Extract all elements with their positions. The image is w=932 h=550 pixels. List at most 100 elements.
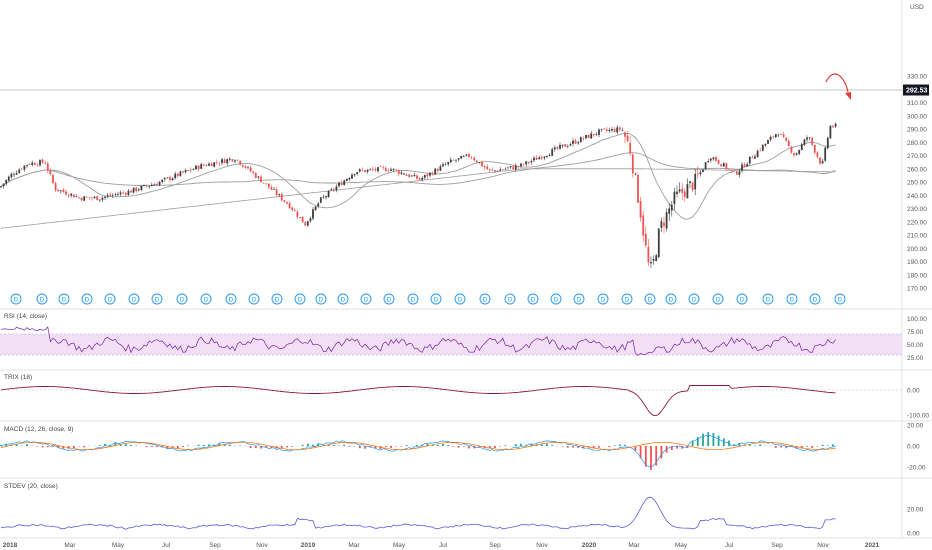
time-axis-label: May xyxy=(393,542,406,549)
dividend-marker-icon xyxy=(736,293,748,305)
rsi-tick-label: 75.00 xyxy=(907,329,924,336)
candle-body xyxy=(254,172,257,178)
time-axis-label: 2019 xyxy=(301,542,316,549)
candle-body xyxy=(663,222,665,227)
dividend-marker-icon xyxy=(294,293,306,305)
candle-body xyxy=(340,182,343,185)
trix-tick-label: 0.00 xyxy=(907,388,920,395)
macd-histogram-bar xyxy=(301,444,304,447)
dividend-marker-label: D xyxy=(838,298,843,304)
macd-histogram-bar xyxy=(405,445,408,447)
macd-histogram-bar xyxy=(566,446,569,448)
macd-histogram-bar xyxy=(150,446,153,447)
candle-body xyxy=(49,170,52,175)
candle-body xyxy=(78,197,80,198)
rsi-tick-label: 25.00 xyxy=(907,355,924,362)
candle-body xyxy=(548,154,551,157)
candle-body xyxy=(457,158,460,160)
macd-histogram-bar xyxy=(52,446,54,447)
dividend-marker-label: D xyxy=(531,298,536,304)
candle-body xyxy=(364,170,366,172)
candle-body xyxy=(158,181,161,186)
candle-body xyxy=(728,168,730,170)
candle-body xyxy=(769,136,772,140)
macd-histogram-bar xyxy=(504,445,507,447)
candle-body xyxy=(517,166,520,167)
candle-body xyxy=(652,259,655,261)
candle-body xyxy=(533,157,535,161)
candle-body xyxy=(403,173,405,175)
candle-body xyxy=(215,161,218,163)
candle-body xyxy=(278,194,281,196)
price-tick-label: 300.00 xyxy=(907,113,927,120)
candle-body xyxy=(54,183,57,191)
candle-body xyxy=(384,168,387,172)
stdev-tick-label: 0.00 xyxy=(907,531,920,538)
candle-body xyxy=(603,128,606,130)
dividend-marker-label: D xyxy=(341,298,346,304)
macd-histogram-bar xyxy=(462,446,465,447)
dividend-marker-icon xyxy=(504,293,516,305)
macd-tick-label: -20.00 xyxy=(907,465,926,472)
macd-histogram-bar xyxy=(171,446,174,448)
candle-body xyxy=(366,169,369,172)
macd-histogram-bar xyxy=(5,443,8,447)
macd-histogram-bar xyxy=(358,446,361,449)
macd-histogram-bar xyxy=(733,444,736,447)
candle-body xyxy=(312,209,314,219)
candle-body xyxy=(44,163,47,164)
dividend-marker-icon xyxy=(665,293,677,305)
macd-histogram-bar xyxy=(130,444,132,447)
dividend-marker-label: D xyxy=(132,298,137,304)
candle-body xyxy=(57,189,60,192)
candle-body xyxy=(767,140,769,144)
candle-body xyxy=(369,169,372,170)
rsi-axis: 100.00 75.00 50.00 25.00 xyxy=(907,316,927,362)
macd-histogram-bar xyxy=(436,444,439,447)
candle-body xyxy=(137,189,140,191)
candle-body xyxy=(189,169,192,171)
macd-histogram-bar xyxy=(15,444,18,447)
candle-body xyxy=(702,169,704,172)
macd-histogram-bar xyxy=(488,446,491,449)
dividend-marker-icon xyxy=(712,293,724,305)
candle-body xyxy=(52,174,54,184)
candle-body xyxy=(670,204,673,211)
candle-body xyxy=(772,136,775,137)
macd-histogram-bar xyxy=(572,446,574,448)
candle-body xyxy=(514,165,517,170)
time-axis-label: Jul xyxy=(725,542,734,549)
candle-body xyxy=(556,146,559,149)
dividend-marker-icon xyxy=(10,293,22,305)
candle-body xyxy=(509,166,512,168)
macd-histogram-bar xyxy=(317,443,320,447)
time-axis-label: 2018 xyxy=(3,542,18,549)
macd-histogram-bar xyxy=(478,446,481,448)
moving-average-line xyxy=(0,152,836,187)
rsi-tick-label: 100.00 xyxy=(907,316,927,323)
candle-body xyxy=(808,137,811,139)
candle-body xyxy=(821,160,824,164)
candle-body xyxy=(613,129,616,132)
dividend-marker-label: D xyxy=(740,298,745,304)
candle-body xyxy=(806,137,808,140)
macd-histogram-bar xyxy=(774,446,777,448)
macd-histogram-bar xyxy=(254,446,257,449)
macd-histogram-bar xyxy=(592,446,595,449)
candle-body xyxy=(10,173,13,178)
dividend-marker-icon xyxy=(248,293,260,305)
macd-histogram-bar xyxy=(156,446,158,448)
dividend-marker-label: D xyxy=(601,298,606,304)
candle-body xyxy=(743,164,746,167)
macd-histogram-bar xyxy=(348,446,351,447)
candle-body xyxy=(650,261,652,264)
macd-histogram-bar xyxy=(759,444,762,447)
candle-body xyxy=(286,202,288,204)
candle-body xyxy=(319,197,322,203)
macd-histogram-bar xyxy=(62,446,65,449)
candle-body xyxy=(109,194,112,196)
dividend-marker-label: D xyxy=(648,298,653,304)
candle-body xyxy=(244,166,247,168)
